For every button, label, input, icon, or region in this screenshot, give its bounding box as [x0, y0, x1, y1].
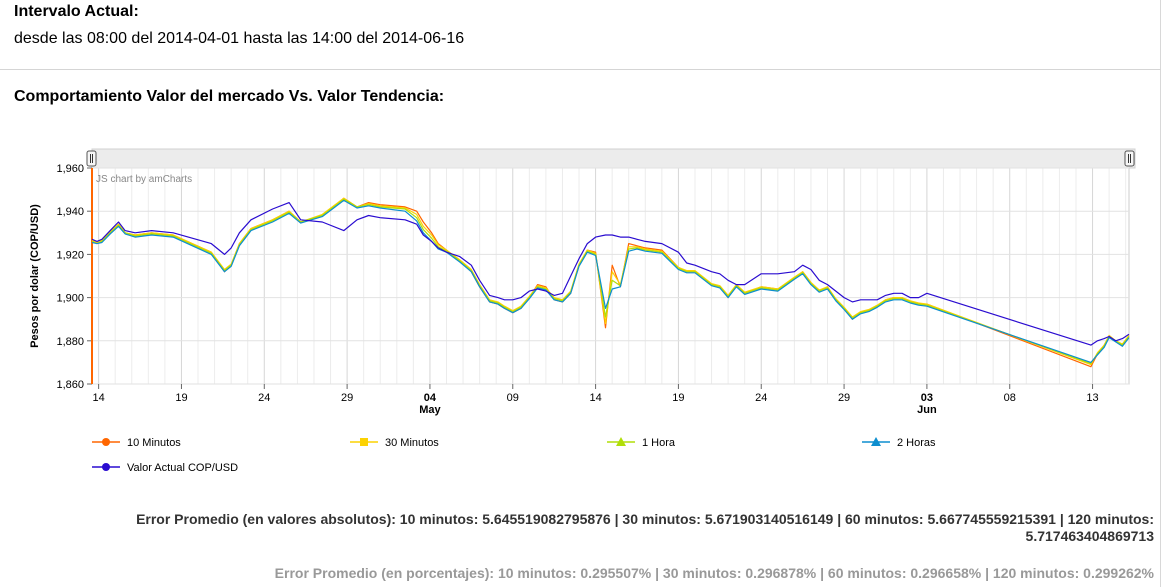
interval-range: desde las 08:00 del 2014-04-01 hasta las… [14, 30, 465, 47]
x-tick-label: 09 [507, 392, 519, 404]
legend-marker [350, 438, 378, 446]
error-absolute: Error Promedio (en valores absolutos): 1… [136, 511, 1154, 544]
y-axis-title: Pesos por dolar (COP/USD) [29, 204, 41, 348]
section-divider [0, 69, 1161, 70]
y-tick-label: 1,860 [56, 379, 84, 391]
y-tick-label: 1,940 [56, 206, 84, 218]
x-tick-label: 14 [589, 392, 601, 404]
legend-marker [92, 463, 120, 471]
y-tick-label: 1,900 [56, 293, 84, 305]
y-tick-label: 1,920 [56, 249, 84, 261]
legend-marker [92, 438, 120, 446]
x-tick-label: 19 [672, 392, 684, 404]
chart-heading: Comportamiento Valor del mercado Vs. Val… [14, 88, 445, 105]
legend-marker [862, 437, 890, 446]
x-tick-month-label: Jun [917, 404, 937, 416]
x-tick-label: 19 [175, 392, 187, 404]
x-tick-label: 13 [1086, 392, 1098, 404]
legend-label: 30 Minutos [385, 437, 439, 449]
x-tick-label: 14 [93, 392, 105, 404]
x-tick-label: 29 [341, 392, 353, 404]
page-right-border [1160, 0, 1161, 587]
amcharts-credit: JS chart by amCharts [96, 174, 192, 185]
x-tick-label: 24 [755, 392, 767, 404]
interval-title: Intervalo Actual: [14, 3, 139, 20]
x-tick-label: 24 [258, 392, 270, 404]
market-vs-trend-chart[interactable]: 1,860 1,880 1,900 1,920 1,940 1,960 14 19 24 29 04… [0, 140, 1160, 420]
legend-label: 1 Hora [642, 437, 676, 449]
y-tick-label: 1,880 [56, 336, 84, 348]
x-tick-label: 03 [921, 392, 933, 404]
x-tick-label: 04 [424, 392, 437, 404]
y-tick-label: 1,960 [56, 163, 84, 175]
legend-label: Valor Actual COP/USD [127, 462, 239, 474]
x-tick-label: 08 [1004, 392, 1016, 404]
legend-label: 10 Minutos [127, 437, 181, 449]
legend-marker [607, 437, 635, 446]
scrollbar-right-handle[interactable] [1124, 150, 1135, 167]
error-percent: Error Promedio (en porcentajes): 10 minu… [274, 565, 1154, 581]
legend-label: 2 Horas [897, 437, 936, 449]
series-line-3 [91, 199, 1130, 363]
x-tick-month-label: May [419, 404, 441, 416]
scrollbar-left-handle[interactable] [86, 150, 97, 167]
x-tick-label: 29 [838, 392, 850, 404]
series-line-4 [91, 201, 1130, 346]
chart-scrollbar [91, 148, 1136, 169]
